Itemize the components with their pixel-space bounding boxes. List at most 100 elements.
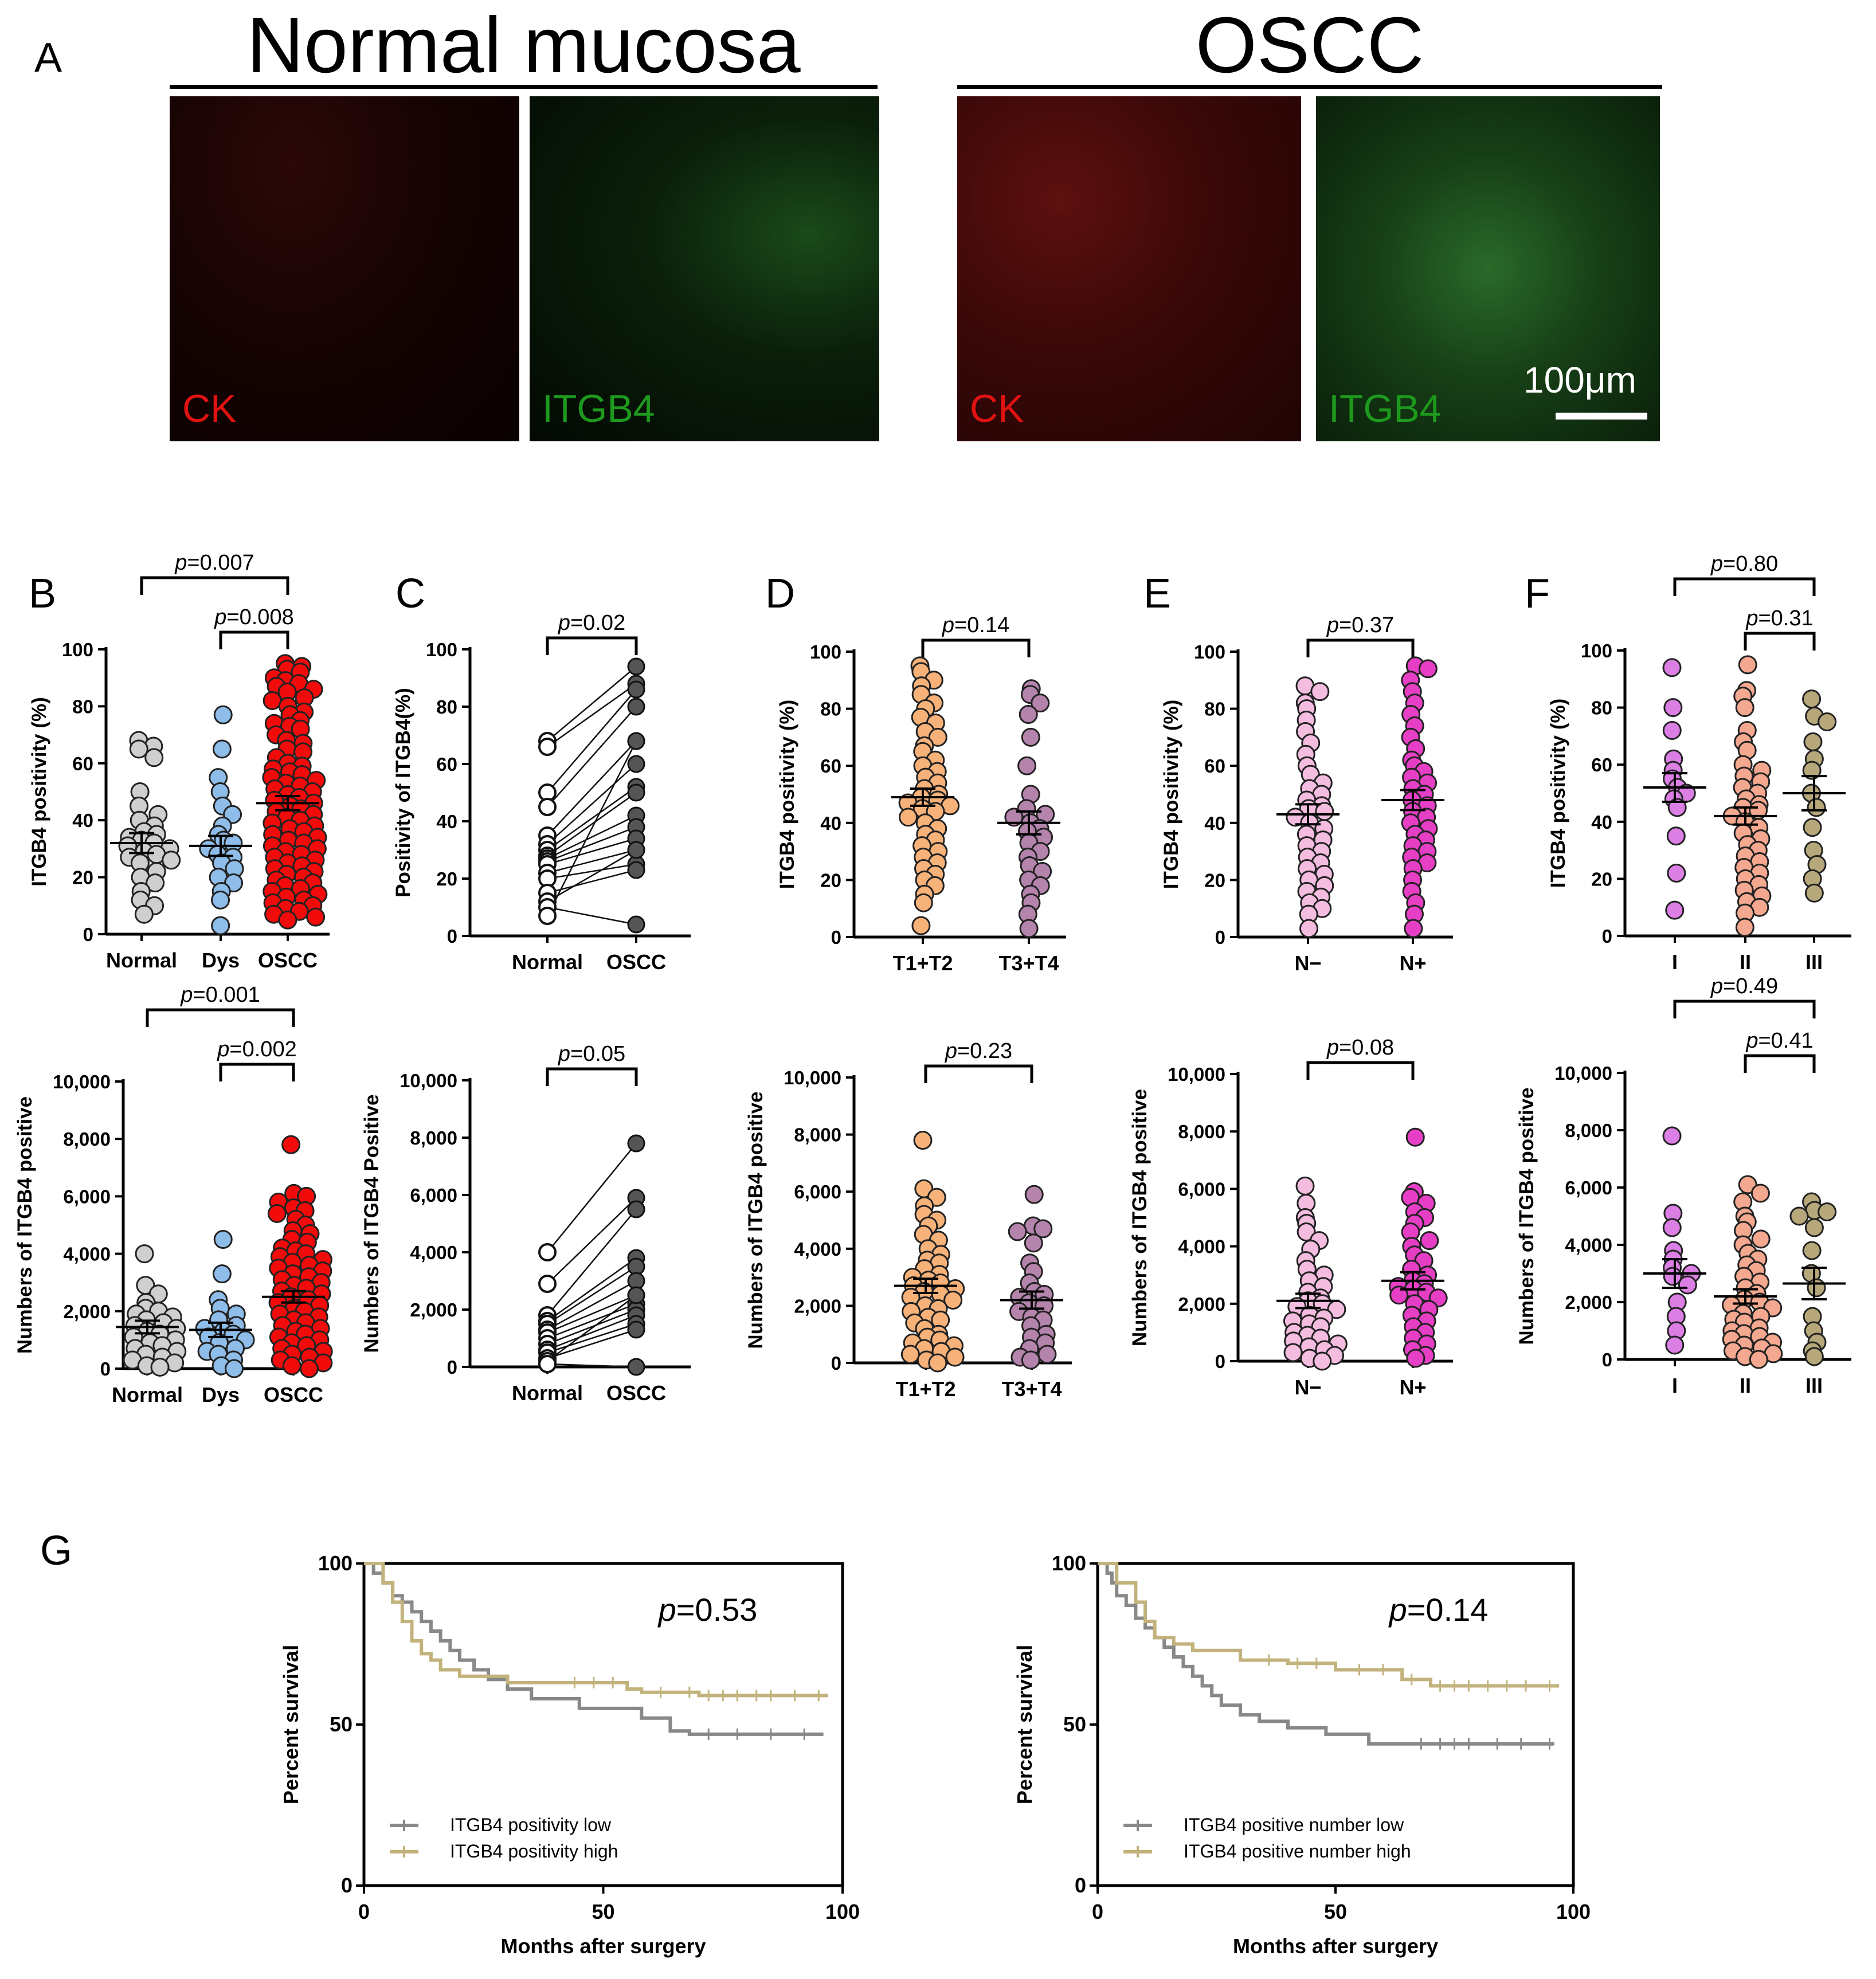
- E-top-panel-letter: E: [1143, 571, 1171, 617]
- E-top-ytick-label-4: 80: [1204, 699, 1225, 720]
- micrograph-normal-itgb4-label: ITGB4: [542, 387, 655, 430]
- C-top-pair-line-5: [547, 763, 637, 845]
- B-bottom-xtick-label-1: Dys: [202, 1383, 240, 1406]
- C-bottom-pvalue-0: p=0.05: [558, 1042, 625, 1066]
- B-bottom-point-2-6: [267, 1204, 287, 1223]
- C-top-point-oscc-13: [627, 861, 645, 879]
- B-bottom-pvalue-1: p=0.002: [217, 1037, 296, 1061]
- D-bottom-point-1-3: [1008, 1222, 1027, 1241]
- F-bottom-ytick-label-5: 10,000: [1554, 1063, 1612, 1084]
- C-bottom-point-normal-0: [538, 1243, 557, 1261]
- F-top-ytick-label-3: 60: [1591, 754, 1612, 775]
- B-top-point-2-79: [306, 907, 326, 927]
- C-bottom-pair-line-13: [547, 1363, 637, 1368]
- B-bottom-ytick-label-3: 6,000: [63, 1186, 111, 1207]
- C-top-point-oscc-16: [627, 732, 645, 750]
- F-top-bracket-0: [1673, 577, 1816, 596]
- E-bottom-ytick-label-3: 6,000: [1178, 1178, 1225, 1200]
- F-top-point-1-3: [1735, 698, 1754, 718]
- G-right-legend-label-0: ITGB4 positive number low: [1184, 1815, 1404, 1835]
- micrograph-normal-itgb4: ITGB4: [530, 96, 879, 441]
- D-bottom-ytick-label-0: 0: [831, 1353, 841, 1374]
- C-bottom-point-oscc-12: [627, 1286, 645, 1304]
- D-bottom-ytick-label-2: 4,000: [794, 1239, 841, 1260]
- E-top-ylabel: ITGB4 positivity (%): [1160, 700, 1182, 889]
- B-top-point-1-18: [211, 890, 230, 910]
- F-top-ytick-label-0: 0: [1602, 926, 1612, 947]
- C-bottom-ytick-label-2: 4,000: [410, 1242, 457, 1263]
- C-top-point-normal-16: [538, 907, 557, 925]
- C-top-pair-line-8: [547, 814, 637, 860]
- D-top-xtick-label-1: T3+T4: [998, 951, 1059, 975]
- C-top-pair-line-11: [547, 849, 637, 874]
- F-top-ytick-label-5: 100: [1581, 640, 1612, 661]
- B-top-point-0-23: [146, 873, 165, 893]
- D-bottom-ytick-label-1: 2,000: [794, 1295, 841, 1316]
- scale-bar: [1556, 413, 1647, 420]
- C-bottom-pair-line-1: [547, 1197, 637, 1284]
- C-top-ytick-label-5: 100: [426, 639, 457, 660]
- F-top-point-0-9: [1667, 798, 1687, 817]
- D-bottom-ytick-label-5: 10,000: [784, 1067, 841, 1088]
- D-top-point-1-3: [1019, 705, 1038, 724]
- D-top-ytick-label-0: 0: [831, 927, 841, 948]
- C-top-pair-line-13: [547, 869, 637, 894]
- F-top-bracket-1: [1744, 632, 1816, 650]
- F-bottom-point-0-2: [1662, 1218, 1682, 1237]
- F-bottom-point-2-4: [1804, 1218, 1824, 1237]
- B-top-point-2-80: [278, 910, 297, 930]
- C-bottom-pair-line-0: [547, 1143, 637, 1253]
- C-top-point-oscc-5: [627, 755, 645, 773]
- C-bottom-pair-line-4: [547, 1265, 637, 1325]
- E-bottom-point-1-31: [1406, 1349, 1425, 1368]
- C-bottom-pair-line-11: [547, 1329, 637, 1359]
- G-right-ytick-label-2: 100: [1052, 1551, 1086, 1575]
- E-top-xtick-label-0: N−: [1294, 951, 1321, 975]
- B-top-point-0-2: [129, 739, 148, 759]
- micrograph-normal-ck: CK: [170, 96, 519, 441]
- C-top-point-oscc-15: [627, 915, 645, 934]
- E-bottom-ytick-label-0: 0: [1215, 1351, 1225, 1372]
- F-bottom-xtick-label-2: III: [1805, 1374, 1823, 1397]
- C-top-ytick-label-3: 60: [436, 754, 457, 775]
- B-bottom-point-1-18: [225, 1359, 244, 1378]
- G-right-xtick-label-2: 100: [1556, 1900, 1591, 1923]
- B-top-ytick-label-0: 0: [83, 924, 93, 945]
- C-top-pair-line-10: [547, 837, 637, 865]
- F-bottom-point-1-1: [1750, 1184, 1770, 1203]
- D-bottom-ytick-label-4: 8,000: [794, 1124, 841, 1146]
- B-top-point-0-19: [162, 851, 181, 870]
- C-top-pair-line-2: [547, 689, 637, 793]
- F-bottom-point-1-6: [1751, 1229, 1771, 1249]
- G-left-legend-label-1: ITGB4 positivity high: [450, 1841, 618, 1862]
- C-bottom-ylabel: Numbers of ITGB4 Positive: [361, 1094, 383, 1353]
- F-top-point-2-0: [1802, 689, 1822, 709]
- B-top-ytick-label-4: 80: [72, 696, 93, 717]
- E-bottom-point-0-33: [1313, 1351, 1332, 1371]
- F-top-point-0-2: [1662, 720, 1682, 740]
- G-right-curve-1: [1098, 1562, 1560, 1688]
- D-top-point-1-5: [1017, 756, 1037, 775]
- scale-bar-label: 100μm: [1523, 359, 1636, 401]
- G-right-pvalue: p=0.14: [1388, 1592, 1489, 1628]
- B-bottom-bracket-0: [146, 1008, 295, 1027]
- B-bottom-point-0-25: [150, 1357, 170, 1377]
- F-top-point-2-8: [1803, 818, 1822, 837]
- F-bottom-bracket-1: [1744, 1054, 1816, 1073]
- F-top-ytick-label-2: 40: [1591, 812, 1612, 833]
- D-bottom-point-1-23: [1021, 1350, 1040, 1370]
- E-bottom-point-0-4: [1297, 1222, 1316, 1242]
- B-bottom-point-1-1: [212, 1264, 232, 1284]
- C-top-pair-line-7: [547, 791, 637, 857]
- C-bottom-pair-line-10: [547, 1323, 637, 1354]
- F-top-point-1-35: [1735, 918, 1754, 937]
- D-top-bracket-0: [921, 638, 1031, 657]
- C-bottom-point-oscc-2: [627, 1200, 645, 1218]
- D-bottom-ylabel: Numbers of ITGB4 positive: [745, 1091, 767, 1349]
- B-bottom-xtick-label-2: OSCC: [264, 1383, 323, 1406]
- F-top-point-2-5: [1802, 761, 1822, 780]
- D-bottom-xtick-label-0: T1+T2: [895, 1377, 955, 1401]
- E-bottom-ytick-label-1: 2,000: [1178, 1294, 1225, 1315]
- E-top-point-0-1: [1310, 682, 1330, 702]
- D-top-point-1-4: [1021, 727, 1040, 747]
